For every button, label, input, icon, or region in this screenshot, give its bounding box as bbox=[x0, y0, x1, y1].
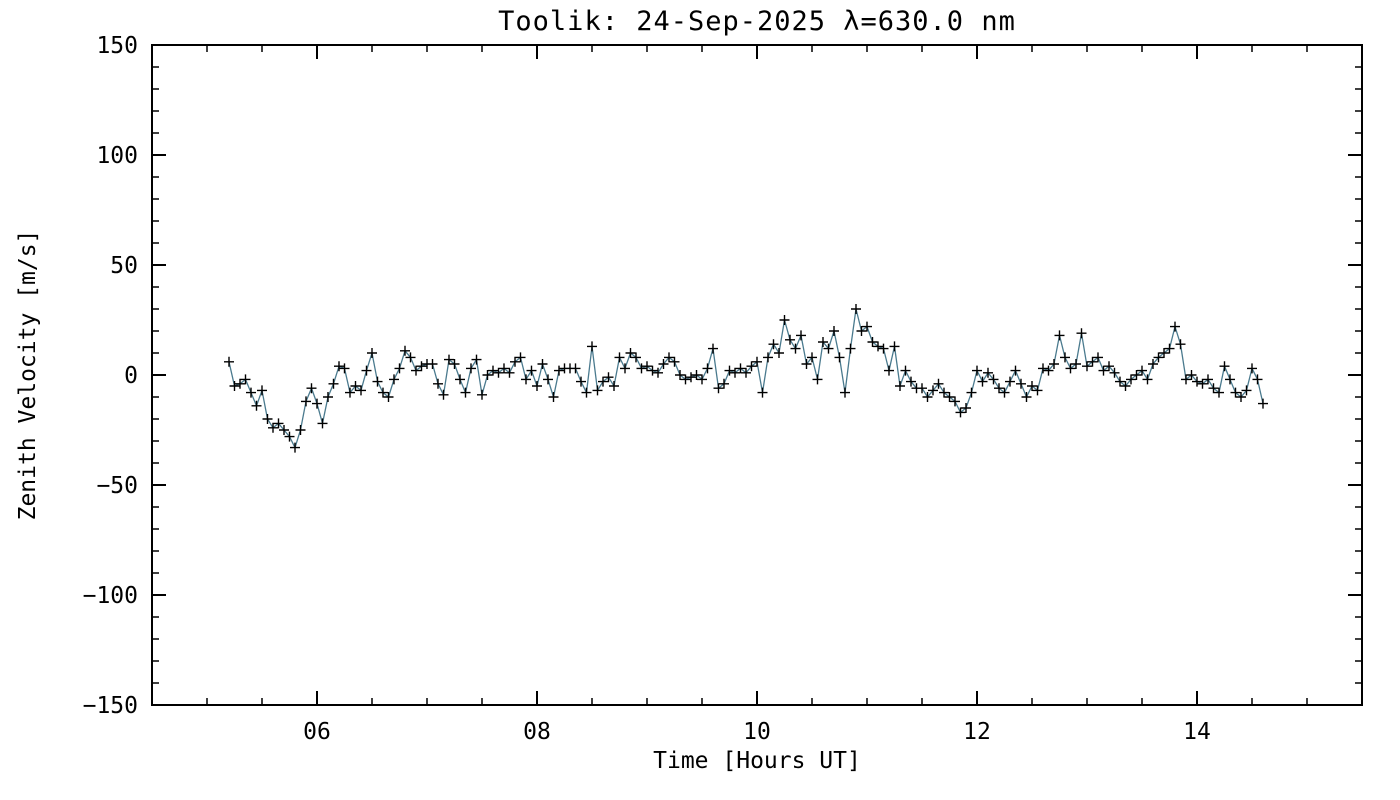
y-tick-label: 150 bbox=[96, 33, 138, 59]
x-tick-label: 12 bbox=[963, 719, 991, 745]
axes-frame bbox=[151, 44, 1363, 706]
y-tick-label: −150 bbox=[83, 693, 138, 719]
x-axis-label: Time [Hours UT] bbox=[653, 748, 861, 774]
x-tick-label: 10 bbox=[743, 719, 771, 745]
y-tick-label: 50 bbox=[110, 253, 138, 279]
y-tick-label: 100 bbox=[96, 143, 138, 169]
y-tick-label: 0 bbox=[124, 363, 138, 389]
x-tick-label: 08 bbox=[523, 719, 551, 745]
y-tick-label: −100 bbox=[83, 583, 138, 609]
chart-title: Toolik: 24-Sep-2025 λ=630.0 nm bbox=[498, 6, 1016, 37]
data-markers bbox=[224, 304, 1268, 453]
y-tick-label: −50 bbox=[96, 473, 138, 499]
data-line bbox=[228, 308, 1264, 450]
x-tick-label: 14 bbox=[1183, 719, 1211, 745]
x-tick-label: 06 bbox=[303, 719, 331, 745]
